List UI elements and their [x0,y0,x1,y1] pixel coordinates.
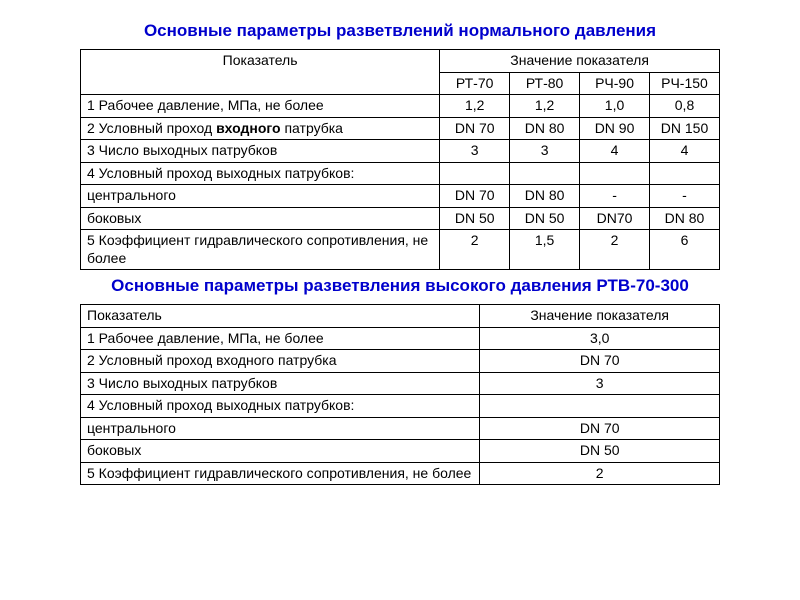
param-value: 1,2 [440,95,510,118]
param-label: 3 Число выходных патрубков [81,140,440,163]
table-header-row: Показатель Значение показателя [81,305,720,328]
param-value: DN 50 [440,207,510,230]
header-param: Показатель [81,305,480,328]
table-row: 1 Рабочее давление, МПа, не более 1,2 1,… [81,95,720,118]
model-col: РЧ-150 [650,72,720,95]
param-value: 2 [580,230,650,270]
param-value: 3 [510,140,580,163]
table-row: 2 Условный проход входного патрубка DN 7… [81,350,720,373]
param-value: 2 [480,462,720,485]
param-value [580,162,650,185]
param-label-sub: боковых [81,207,440,230]
label-part: 2 Условный проход [87,120,216,136]
param-value: 6 [650,230,720,270]
table-row: 4 Условный проход выходных патрубков: [81,395,720,418]
table-high-pressure: Показатель Значение показателя 1 Рабочее… [80,304,720,485]
title-normal-pressure: Основные параметры разветвлений нормальн… [30,21,770,41]
param-label: 2 Условный проход входного патрубка [81,117,440,140]
param-value: DN 70 [440,185,510,208]
table-row: 2 Условный проход входного патрубка DN 7… [81,117,720,140]
label-part-bold: входного [216,120,281,136]
param-value: 3 [480,372,720,395]
table-normal-pressure: Показатель Значение показателя РТ-70 РТ-… [80,49,720,270]
param-label: 5 Коэффициент гидравлического сопротивле… [81,230,440,270]
param-label-sub: центрального [81,185,440,208]
param-value: DN 50 [510,207,580,230]
param-label: 1 Рабочее давление, МПа, не более [81,327,480,350]
param-value: 1,0 [580,95,650,118]
param-label: 3 Число выходных патрубков [81,372,480,395]
param-value: DN 50 [480,440,720,463]
param-value [440,162,510,185]
param-value: 0,8 [650,95,720,118]
model-col: РТ-80 [510,72,580,95]
table-row: 4 Условный проход выходных патрубков: [81,162,720,185]
label-part: патрубка [281,120,343,136]
param-value: DN 70 [480,417,720,440]
param-label: 1 Рабочее давление, МПа, не более [81,95,440,118]
header-value: Значение показателя [480,305,720,328]
param-value: DN 80 [650,207,720,230]
param-value: DN 70 [480,350,720,373]
param-value: 3,0 [480,327,720,350]
header-param: Показатель [81,50,440,95]
param-value: 1,5 [510,230,580,270]
param-value [510,162,580,185]
param-value: 4 [580,140,650,163]
param-label: 2 Условный проход входного патрубка [81,350,480,373]
table-row: боковых DN 50 [81,440,720,463]
title-high-pressure: Основные параметры разветвления высокого… [30,276,770,296]
model-col: РЧ-90 [580,72,650,95]
table-row: 3 Число выходных патрубков 3 [81,372,720,395]
table-row: центрального DN 70 [81,417,720,440]
param-value: DN 80 [510,185,580,208]
param-value: DN 90 [580,117,650,140]
table-row: 1 Рабочее давление, МПа, не более 3,0 [81,327,720,350]
param-label: 5 Коэффициент гидравлического сопротивле… [81,462,480,485]
param-label: 4 Условный проход выходных патрубков: [81,162,440,185]
param-label-sub: боковых [81,440,480,463]
param-value: 3 [440,140,510,163]
param-value: - [650,185,720,208]
param-value: 2 [440,230,510,270]
table-row: центрального DN 70 DN 80 - - [81,185,720,208]
param-value: - [580,185,650,208]
param-value: DN70 [580,207,650,230]
param-value [480,395,720,418]
param-label-sub: центрального [81,417,480,440]
table-row: 5 Коэффициент гидравлического сопротивле… [81,462,720,485]
param-value [650,162,720,185]
table-row: боковых DN 50 DN 50 DN70 DN 80 [81,207,720,230]
param-value: DN 70 [440,117,510,140]
table-row: 3 Число выходных патрубков 3 3 4 4 [81,140,720,163]
param-value: 1,2 [510,95,580,118]
param-label: 4 Условный проход выходных патрубков: [81,395,480,418]
table-row: 5 Коэффициент гидравлического сопротивле… [81,230,720,270]
param-value: DN 150 [650,117,720,140]
param-value: DN 80 [510,117,580,140]
table-header-row: Показатель Значение показателя [81,50,720,73]
param-value: 4 [650,140,720,163]
model-col: РТ-70 [440,72,510,95]
header-value: Значение показателя [440,50,720,73]
